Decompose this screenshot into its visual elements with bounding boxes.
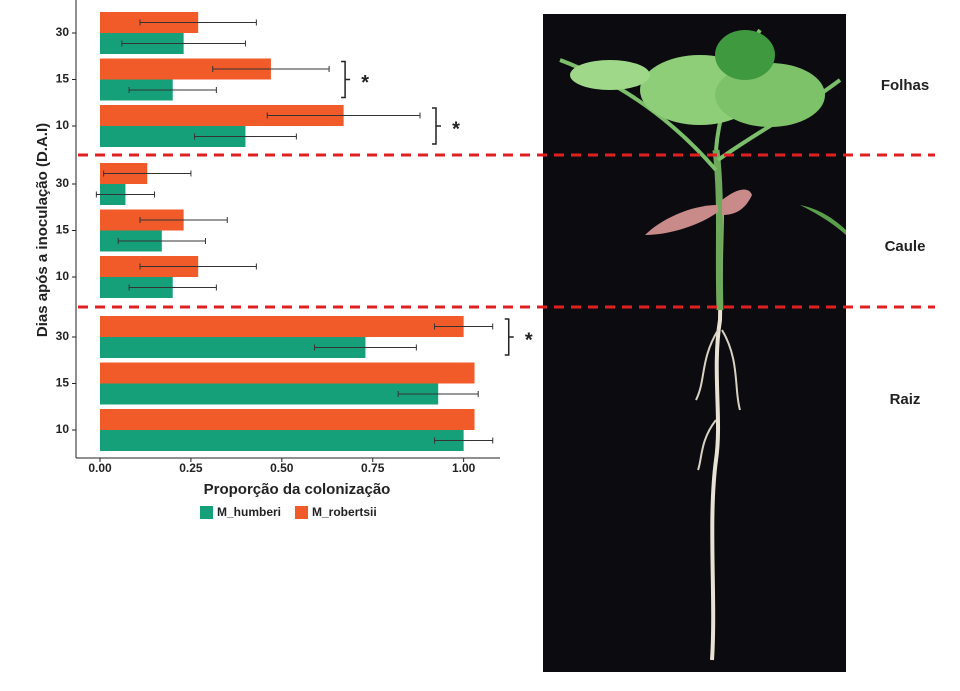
x-tick-label: 0.50	[270, 461, 294, 475]
significance-bracket	[504, 318, 514, 356]
error-bar	[314, 344, 417, 351]
error-bar	[397, 391, 479, 397]
legend-swatch	[200, 506, 213, 519]
x-tick-label: 0.75	[361, 461, 385, 475]
y-tick-label: 10	[56, 269, 70, 283]
significance-bracket	[341, 60, 351, 99]
y-tick-label: 10	[56, 422, 70, 436]
error-bar	[212, 66, 330, 72]
error-bar	[95, 191, 156, 198]
y-tick-label: 30	[56, 176, 70, 190]
significance-mark: *	[525, 329, 533, 351]
bar	[100, 409, 475, 430]
y-tick-label: 30	[56, 329, 70, 343]
error-bar	[128, 284, 217, 291]
y-tick-label: 15	[56, 223, 70, 237]
section-label: Folhas	[881, 77, 929, 94]
x-axis-label: Proporção da colonização	[204, 481, 391, 498]
error-bar	[434, 323, 494, 330]
error-bar	[139, 217, 228, 223]
error-bar	[121, 40, 246, 47]
error-bar	[194, 133, 297, 140]
x-tick-label: 1.00	[452, 461, 476, 475]
bar	[100, 337, 366, 358]
x-tick-label: 0.25	[179, 461, 203, 475]
legend-label: M_robertsii	[312, 505, 377, 519]
bar	[100, 362, 475, 384]
legend-label: M_humberi	[217, 505, 281, 519]
plant-photo	[543, 14, 846, 672]
error-bar	[434, 437, 494, 444]
x-tick-label: 0.00	[88, 461, 112, 475]
error-bar	[103, 170, 192, 177]
error-bar	[117, 238, 206, 244]
y-axis-label: Dias após a inoculação (D.A.I)	[34, 123, 51, 337]
error-bar	[266, 112, 421, 119]
bar	[100, 383, 439, 405]
error-bar	[139, 19, 257, 26]
bar	[100, 126, 246, 147]
significance-mark: *	[452, 118, 460, 140]
y-tick-label: 15	[56, 72, 70, 86]
bar	[100, 430, 464, 451]
significance-mark: *	[361, 72, 369, 94]
bar	[100, 316, 464, 337]
legend-swatch	[295, 506, 309, 519]
y-tick-label: 15	[56, 376, 70, 390]
y-tick-label: 10	[56, 118, 70, 132]
error-bar	[128, 87, 217, 93]
error-bar	[139, 263, 257, 270]
significance-bracket	[432, 107, 441, 145]
section-label: Raiz	[890, 391, 921, 408]
y-tick-label: 30	[56, 25, 70, 39]
section-label: Caule	[885, 238, 926, 255]
bar	[100, 58, 271, 80]
bar	[100, 105, 344, 126]
